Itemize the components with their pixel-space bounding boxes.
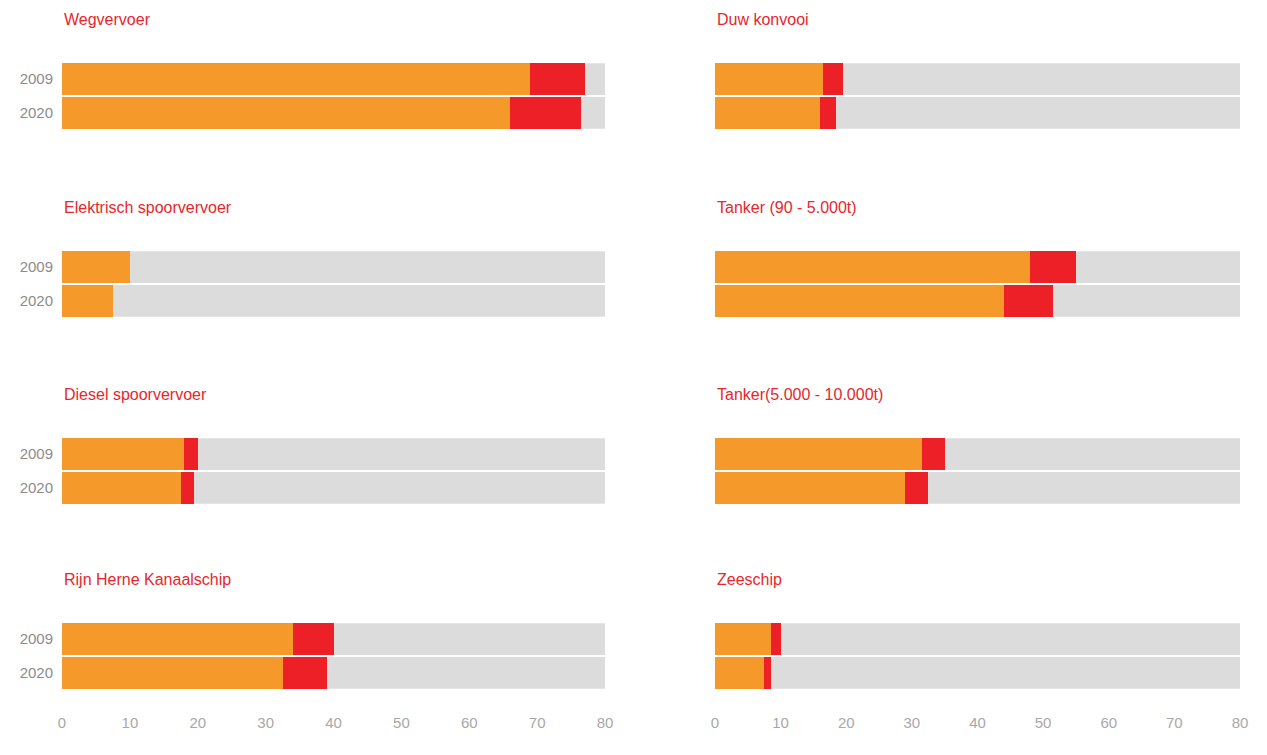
- svg-text:Tanker (90 - 5.000t): Tanker (90 - 5.000t): [717, 199, 857, 216]
- svg-text:0: 0: [711, 714, 719, 731]
- svg-text:Elektrisch spoorvervoer: Elektrisch spoorvervoer: [64, 199, 232, 216]
- svg-text:40: 40: [969, 714, 986, 731]
- svg-text:20: 20: [189, 714, 206, 731]
- svg-text:Tanker(5.000 - 10.000t): Tanker(5.000 - 10.000t): [717, 386, 883, 403]
- svg-text:2009: 2009: [20, 445, 53, 462]
- svg-text:60: 60: [461, 714, 478, 731]
- svg-text:2020: 2020: [20, 292, 53, 309]
- svg-text:0: 0: [58, 714, 66, 731]
- svg-text:20: 20: [838, 714, 855, 731]
- svg-text:2009: 2009: [20, 70, 53, 87]
- svg-text:Duw konvooi: Duw konvooi: [717, 11, 809, 28]
- svg-text:30: 30: [904, 714, 921, 731]
- svg-text:Rijn Herne Kanaalschip: Rijn Herne Kanaalschip: [64, 571, 231, 588]
- svg-text:10: 10: [122, 714, 139, 731]
- svg-text:2020: 2020: [20, 479, 53, 496]
- svg-text:Diesel spoorvervoer: Diesel spoorvervoer: [64, 386, 207, 403]
- svg-text:50: 50: [393, 714, 410, 731]
- svg-text:Zeeschip: Zeeschip: [717, 571, 782, 588]
- svg-text:2020: 2020: [20, 104, 53, 121]
- svg-text:2009: 2009: [20, 630, 53, 647]
- svg-text:50: 50: [1035, 714, 1052, 731]
- svg-text:10: 10: [772, 714, 789, 731]
- svg-text:2009: 2009: [20, 258, 53, 275]
- svg-text:70: 70: [529, 714, 546, 731]
- svg-text:40: 40: [325, 714, 342, 731]
- svg-text:2020: 2020: [20, 664, 53, 681]
- svg-text:Wegvervoer: Wegvervoer: [64, 11, 151, 28]
- svg-text:60: 60: [1100, 714, 1117, 731]
- svg-text:70: 70: [1166, 714, 1183, 731]
- svg-text:80: 80: [597, 714, 614, 731]
- svg-text:80: 80: [1232, 714, 1249, 731]
- svg-text:30: 30: [257, 714, 274, 731]
